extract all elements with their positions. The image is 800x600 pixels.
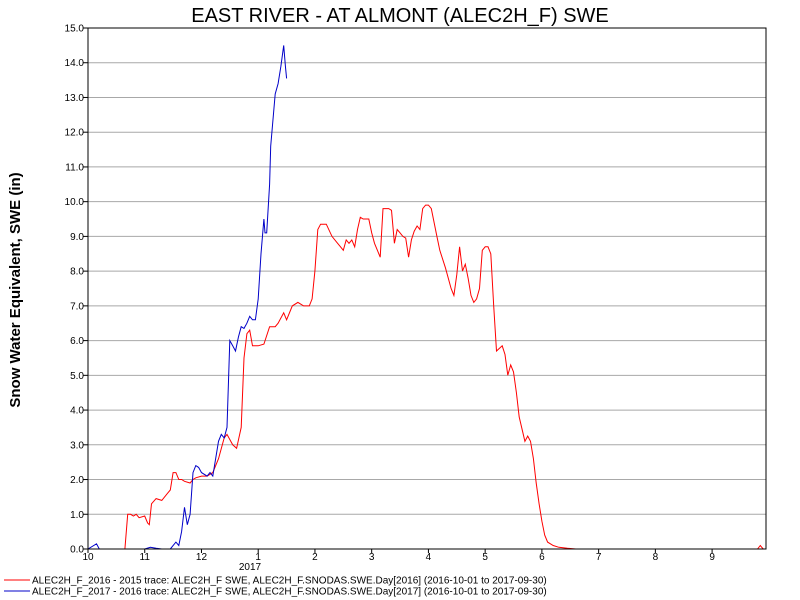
x-tick-label: 1 [255,552,261,563]
y-tick-label: 12.0 [65,128,85,139]
y-tick-label: 6.0 [70,336,84,347]
x-tick-label: 2 [312,552,318,563]
x-tick-label: 11 [140,552,151,563]
y-axis-ticks: 0.0 1.0 2.0 3.0 4.0 5.0 6.0 7.0 8.0 9.0 10.0 11.0 12… [65,24,88,556]
x-tick-label: 9 [709,552,715,563]
legend-entry: ALEC2H_F_2016 - 2015 trace: ALEC2H_F SWE… [32,576,547,587]
y-tick-label: 2.0 [70,475,84,486]
series-line-2 [87,45,288,550]
y-axis-label: Snow Water Equivalent, SWE (in) [7,172,24,407]
year-label: 2017 [239,562,262,573]
y-tick-label: 3.0 [70,440,84,451]
y-tick-label: 13.0 [65,93,85,104]
y-tick-label: 11.0 [65,162,84,173]
legend: ALEC2H_F_2016 - 2015 trace: ALEC2H_F SWE… [4,576,547,598]
y-tick-label: 4.0 [70,406,84,417]
y-tick-label: 9.0 [70,232,84,243]
y-tick-label: 1.0 [70,510,84,521]
y-tick-label: 8.0 [70,267,84,278]
y-tick-label: 10.0 [65,197,85,208]
x-tick-label: 6 [539,552,545,563]
x-tick-label: 12 [196,552,208,563]
legend-entry: ALEC2H_F_2017 - 2016 trace: ALEC2H_F SWE… [32,587,547,598]
series-line-1 [88,204,766,550]
y-tick-label: 0.0 [70,545,84,556]
series-lines [87,45,766,550]
y-tick-label: 7.0 [70,301,84,312]
x-tick-label: 4 [426,552,432,563]
chart-title: EAST RIVER - AT ALMONT (ALEC2H_F) SWE [191,5,609,27]
grid-lines [88,27,766,515]
x-tick-label: 5 [482,552,488,563]
y-tick-label: 5.0 [70,371,84,382]
y-tick-label: 14.0 [65,58,85,69]
x-tick-label: 7 [596,552,602,563]
plot-frame [87,27,767,550]
x-tick-label: 10 [82,552,94,563]
x-tick-label: 3 [369,552,375,563]
y-tick-label: 15.0 [65,24,85,35]
x-axis-ticks: 10 11 12 1 2 3 4 5 6 7 8 9 [82,549,715,563]
x-tick-label: 8 [653,552,659,563]
